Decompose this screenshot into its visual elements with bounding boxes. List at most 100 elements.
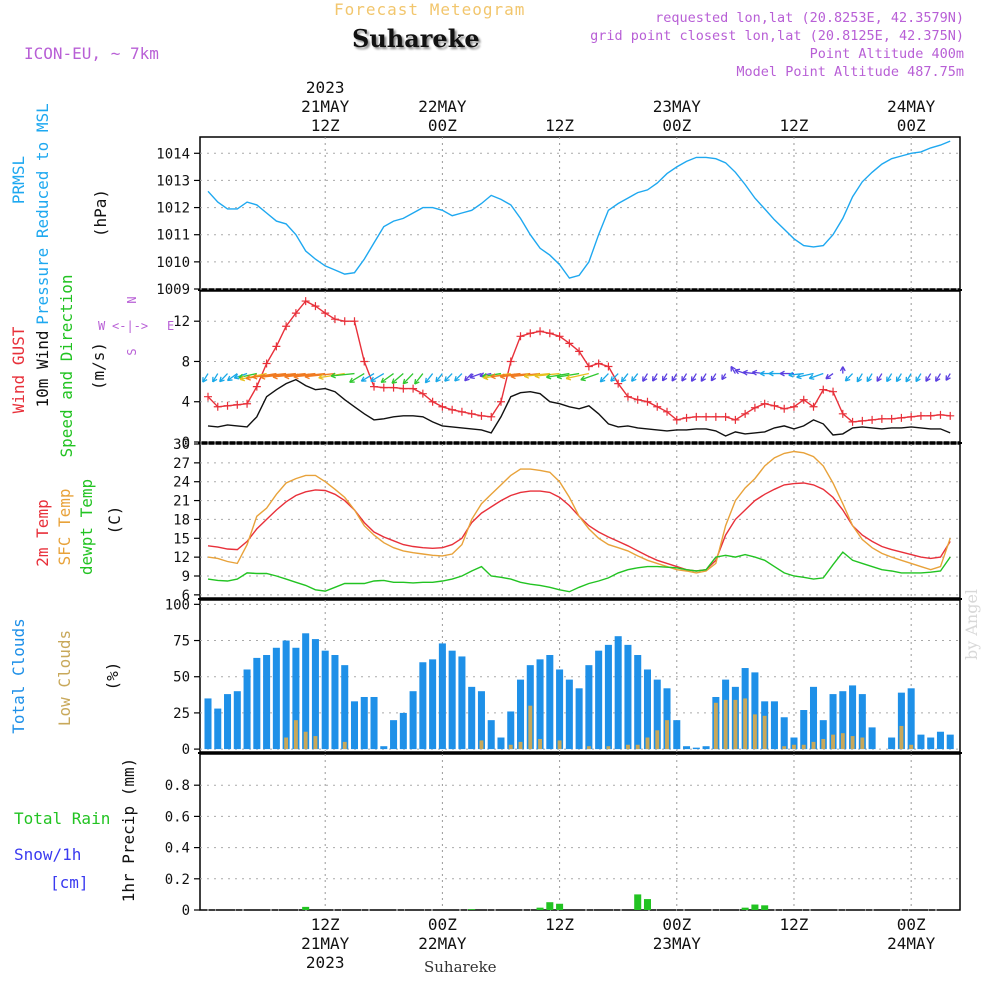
compass-east: E — [167, 319, 174, 333]
y-tick-label: 6 — [182, 588, 190, 604]
y-tick-label: 0 — [182, 435, 190, 451]
wind-vector-shaft — [631, 373, 639, 382]
gust-marker — [487, 412, 496, 421]
cloud-bar-total — [214, 708, 222, 750]
wind-vector-head — [710, 375, 717, 382]
wind-vector — [730, 365, 736, 374]
wind-vector-head — [610, 376, 616, 382]
y-tick-label: 1010 — [156, 255, 190, 271]
wind-vector-shaft — [454, 373, 463, 382]
y-tick-label: 75 — [173, 634, 190, 650]
wind-vector-shaft — [469, 372, 482, 379]
snow-label: Snow/1h — [14, 845, 81, 864]
gust-marker — [477, 411, 486, 420]
wind-vector — [895, 373, 902, 383]
wind-vector-head — [435, 376, 441, 383]
cloud-bar-low — [303, 731, 308, 750]
wind-vector-head — [866, 376, 872, 383]
wind-vector-head — [454, 375, 460, 382]
wind-vector — [690, 373, 697, 382]
gust-marker — [272, 342, 281, 351]
gust-marker — [721, 412, 730, 421]
wind-vector-shaft — [566, 372, 590, 380]
point-altitude: Point Altitude 400m — [809, 46, 964, 62]
cloud-bar-low — [831, 734, 835, 750]
wind-vector — [499, 372, 531, 380]
cloud-bar-low — [626, 744, 630, 750]
gust-marker — [750, 403, 759, 412]
wind-vector-head — [945, 375, 951, 381]
wind-vector-head — [304, 373, 310, 380]
wind-vector-shaft — [380, 373, 394, 383]
cloud-bar-low — [782, 746, 787, 750]
series-line-prmsl — [207, 140, 951, 279]
cloud-bar-total — [233, 691, 241, 750]
wind-vector-shaft — [331, 372, 355, 377]
wind-vector-head — [652, 376, 658, 382]
precip-axis-label: 1hr Precip (mm) — [119, 758, 138, 903]
wind-vector — [469, 372, 482, 380]
wind-vector — [935, 373, 942, 382]
wind-vector-shaft — [788, 372, 804, 376]
cloud-bar-low — [723, 699, 728, 750]
wind-vector — [681, 373, 688, 382]
y-tick-label: 12 — [173, 314, 190, 330]
gust-marker — [614, 379, 623, 388]
gust-marker — [672, 415, 681, 424]
wind-vector — [272, 372, 306, 380]
wind-vector-shaft — [915, 373, 922, 382]
gust-marker — [301, 297, 310, 306]
wind-vector — [454, 373, 463, 382]
wind-vector-shaft — [464, 373, 473, 382]
wind-vector-shaft — [546, 372, 570, 378]
wind-vector — [700, 373, 707, 382]
wind-vector-shaft — [691, 373, 697, 382]
wind-vector — [945, 373, 951, 381]
wind-vector-shaft — [500, 372, 531, 378]
gust-marker — [907, 412, 916, 421]
total-clouds-label: Total Clouds — [9, 618, 28, 734]
time-label-bottom: 00Z — [897, 915, 926, 934]
gust-marker — [623, 392, 632, 401]
cloud-bar-low — [293, 720, 298, 750]
footer-location: Suhareke — [424, 958, 497, 976]
wind-vector-shaft — [866, 373, 873, 382]
wind-vector — [402, 373, 414, 385]
cloud-bar-total — [917, 734, 925, 750]
wind-vector — [620, 373, 629, 383]
cloud-bar-total — [780, 717, 788, 750]
wind-vector-head — [580, 375, 586, 382]
panel-frame-precip — [199, 753, 961, 911]
wind-vector-head — [202, 377, 208, 383]
gust-marker — [663, 407, 672, 416]
cloud-bar-low — [713, 702, 718, 750]
cloud-bar-total — [311, 639, 319, 750]
cloud-bar-total — [243, 669, 251, 750]
wind-vector-shaft — [935, 373, 942, 382]
y-tick-label: 12 — [173, 550, 190, 566]
y-tick-label: 27 — [173, 456, 190, 472]
wind-vector-shaft — [252, 372, 287, 378]
panel-divider — [198, 752, 962, 754]
time-label-bottom: 22MAY — [418, 934, 467, 953]
wind-vector-shaft — [227, 373, 238, 382]
rain-bar — [751, 904, 759, 910]
snow-unit-label: [cm] — [50, 873, 89, 892]
wind-vector — [370, 372, 385, 382]
rain-bar — [546, 902, 554, 910]
time-label-top: 00Z — [897, 116, 926, 135]
wind-vector-head — [620, 376, 627, 383]
cloud-bar-total — [263, 655, 271, 750]
wind-vector — [534, 372, 560, 379]
wind-vector-shaft — [621, 373, 629, 383]
gust-marker — [858, 416, 867, 425]
wind-vector-head — [360, 376, 367, 382]
wind-vector-shaft — [809, 372, 824, 379]
wind-vector-shaft — [642, 373, 649, 382]
cloud-bar-total — [370, 696, 378, 750]
wind-vector-shaft — [402, 373, 414, 385]
total-rain-label: Total Rain — [14, 809, 110, 828]
wind-vector — [252, 372, 287, 380]
wind-vector-shaft — [238, 372, 257, 379]
time-label-bottom: 12Z — [780, 915, 809, 934]
